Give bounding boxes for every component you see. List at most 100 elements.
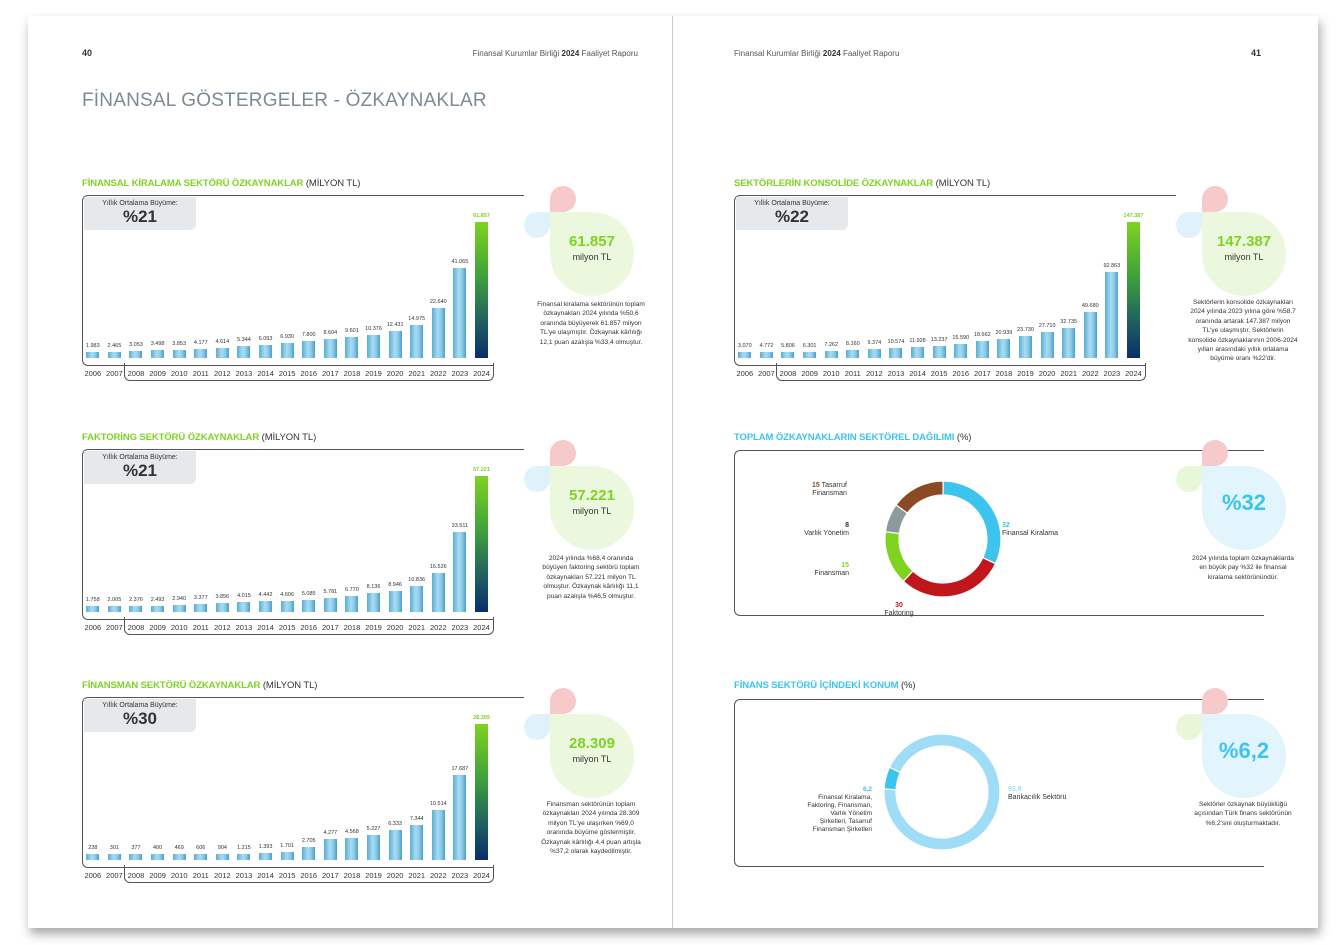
label-financing: 15 Finansman bbox=[814, 562, 849, 577]
year-tick-label: 2008 bbox=[127, 623, 145, 632]
bar bbox=[388, 330, 402, 358]
bar bbox=[280, 342, 294, 358]
year-tick-label: 2009 bbox=[149, 623, 166, 632]
bar-value-label: 6.333 bbox=[388, 820, 402, 827]
bar bbox=[129, 351, 143, 358]
bar-2015: 6.930 bbox=[276, 208, 298, 358]
bar-2008: 5.806 bbox=[777, 208, 799, 358]
year-tick-label: 2011 bbox=[192, 623, 209, 632]
bar bbox=[323, 598, 337, 612]
bar-2020: 8.946 bbox=[384, 462, 406, 612]
bar-2007: 301 bbox=[104, 710, 126, 860]
year-tick-label: 2024 bbox=[473, 369, 490, 378]
decor-bubble bbox=[550, 186, 576, 212]
bar-value-label: 23.730 bbox=[1017, 327, 1034, 334]
bar-2024: 61.857 bbox=[471, 208, 493, 358]
avg-growth-value: %30 bbox=[122, 709, 158, 728]
bar-value-label: 8.604 bbox=[323, 330, 338, 337]
year-tick-label: 2024 bbox=[1125, 369, 1142, 378]
year-tick-label: 2016 bbox=[300, 623, 318, 632]
right-page: Finansal Kurumlar Birliği 2024 Faaliyet … bbox=[673, 16, 1318, 928]
highlight-bubble: 28.309 milyon TL bbox=[550, 714, 634, 798]
year-tick-label: 2019 bbox=[365, 871, 382, 880]
year-tick-label: 2020 bbox=[386, 623, 404, 632]
bar-value-label: 5.806 bbox=[781, 343, 795, 349]
label-factoring: 30 Faktoring bbox=[884, 602, 914, 617]
bar-value-label: 15.590 bbox=[952, 334, 970, 341]
bar-value-label: 2.376 bbox=[129, 597, 143, 603]
bar-2022: 22.640 bbox=[428, 208, 450, 358]
bar-value-label: 49.680 bbox=[1081, 303, 1099, 310]
bar bbox=[215, 347, 229, 358]
bar bbox=[1019, 336, 1033, 358]
bar-value-label: 4.442 bbox=[258, 592, 273, 599]
bar-value-label: 4.772 bbox=[759, 343, 774, 349]
bar-2018: 20.939 bbox=[993, 208, 1015, 358]
bar-2017: 5.781 bbox=[320, 462, 342, 612]
bar bbox=[453, 267, 467, 358]
bar-2007: 4.772 bbox=[756, 208, 778, 358]
year-tick-label: 2014 bbox=[257, 369, 274, 378]
bar-2022: 49.680 bbox=[1080, 208, 1102, 358]
year-tick-label: 2008 bbox=[127, 369, 145, 378]
bar-value-label: 1.983 bbox=[85, 343, 100, 349]
year-tick-label: 2019 bbox=[1017, 369, 1034, 378]
frame-top-line bbox=[88, 195, 524, 196]
chart-frame bbox=[734, 450, 1264, 616]
bar bbox=[280, 851, 294, 860]
bar bbox=[410, 325, 424, 358]
decor-bubble bbox=[1176, 714, 1202, 740]
section-note: 2024 yılında %68,4 oranında büyüyen fakt… bbox=[542, 555, 640, 600]
year-tick-label: 2010 bbox=[170, 623, 188, 632]
avg-growth-box: Yıllık Ortalama Büyüme: %21 bbox=[84, 451, 196, 484]
bar-2007: 2.465 bbox=[104, 208, 126, 358]
bar-2011: 3.377 bbox=[190, 462, 212, 612]
year-tick-label: 2013 bbox=[235, 369, 253, 378]
bar bbox=[107, 352, 121, 358]
year-tick-label: 2013 bbox=[235, 871, 253, 880]
year-tick-label: 2012 bbox=[214, 623, 231, 632]
decor-bubble bbox=[550, 440, 576, 466]
finance-sector-position-section: FİNANS SEKTÖRÜ İÇİNDEKİ KONUM (%) 6,2 Fin… bbox=[734, 680, 1314, 890]
bar bbox=[151, 854, 165, 860]
decor-bubble bbox=[1176, 466, 1202, 492]
year-tick-label: 2014 bbox=[909, 369, 926, 378]
highlight-bubble: %32 bbox=[1202, 466, 1286, 550]
bar-value-label: 1.393 bbox=[258, 844, 273, 851]
bar bbox=[367, 592, 381, 612]
bar-value-label: 7.800 bbox=[301, 331, 316, 338]
section-note: Sektörler özkaynak büyüklüğü açısından T… bbox=[1194, 801, 1292, 827]
bar-2008: 3.053 bbox=[125, 208, 147, 358]
bar bbox=[846, 350, 860, 358]
bar-2010: 3.853 bbox=[168, 208, 190, 358]
year-tick-label: 2012 bbox=[866, 369, 883, 378]
bar-value-label: 5.085 bbox=[301, 590, 316, 597]
bar-2010: 469 bbox=[168, 710, 190, 860]
sector-distribution-section: TOPLAM ÖZKAYNAKLARIN SEKTÖREL DAĞILIMI (… bbox=[734, 432, 1314, 642]
year-tick-label: 2021 bbox=[408, 623, 426, 632]
bar bbox=[1062, 327, 1076, 358]
section-title: FİNANSMAN SEKTÖRÜ ÖZKAYNAKLAR (MİLYON TL… bbox=[82, 680, 318, 691]
bar-2022: 10.514 bbox=[428, 710, 450, 860]
bar bbox=[431, 308, 445, 358]
bar-2022: 16.526 bbox=[428, 462, 450, 612]
bar-chart: 238 301 377 400 469 606 904 1.215 1.393 1.701 2.70… bbox=[82, 710, 492, 860]
page-gutter bbox=[672, 16, 673, 928]
bar bbox=[107, 854, 121, 860]
bar-2016: 2.705 bbox=[298, 710, 320, 860]
page-number: 41 bbox=[1250, 48, 1261, 58]
bar-value-label: 2.940 bbox=[172, 596, 187, 603]
bar-value-label: 10.836 bbox=[408, 577, 426, 584]
year-tick-label: 2010 bbox=[170, 369, 188, 378]
bar-value-label: 7.344 bbox=[409, 815, 424, 822]
bar-chart: 1.983 2.465 3.053 3.498 3.853 4.177 4.614 5.344… bbox=[82, 208, 492, 358]
year-axis: 2006 2007 2008 2009 2010 2011 2012 2013 2014 2015… bbox=[82, 369, 492, 378]
year-tick-label: 2017 bbox=[321, 623, 339, 632]
year-tick-label: 2010 bbox=[822, 369, 840, 378]
bar-value-label: 2.493 bbox=[150, 597, 165, 603]
bar-value-label: 32.735 bbox=[1060, 318, 1078, 325]
bar-2006: 238 bbox=[82, 710, 104, 860]
bar-2018: 4.568 bbox=[341, 710, 363, 860]
bar-2013: 5.344 bbox=[233, 208, 255, 358]
bar-value-label: 20.939 bbox=[995, 329, 1013, 336]
